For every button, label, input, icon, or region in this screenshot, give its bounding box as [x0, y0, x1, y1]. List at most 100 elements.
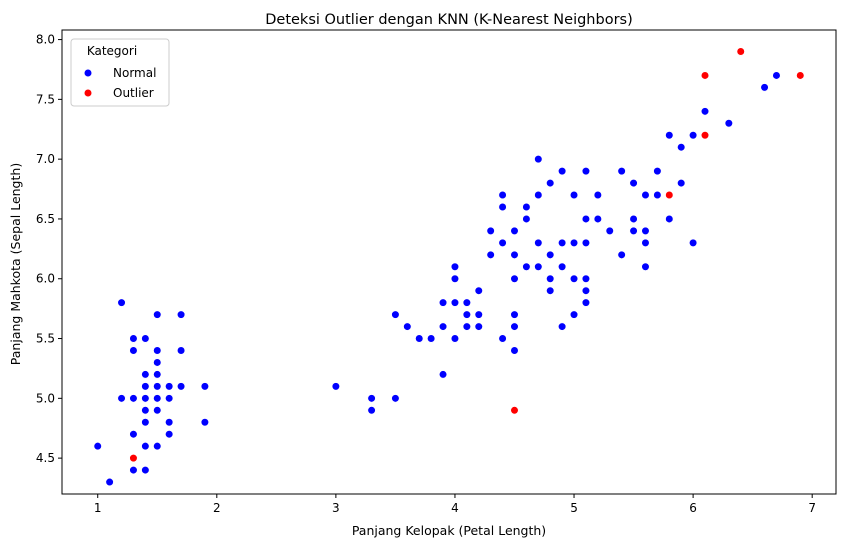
normal-point — [450, 298, 460, 307]
y-axis-label: Panjang Mahkota (Sepal Length) — [8, 163, 23, 365]
normal-point — [438, 370, 448, 379]
y-tick-label: 6.0 — [36, 272, 55, 286]
normal-point — [153, 394, 162, 403]
normal-point — [165, 382, 174, 391]
normal-point — [403, 322, 412, 331]
legend: Kategori Normal Outlier — [70, 38, 170, 107]
normal-point — [534, 262, 543, 271]
y-tick-label: 5.0 — [36, 391, 55, 405]
normal-point — [653, 167, 662, 176]
normal-point — [677, 143, 686, 152]
normal-point — [581, 274, 591, 283]
normal-point — [522, 202, 531, 212]
normal-point — [629, 214, 638, 224]
normal-point — [153, 370, 162, 379]
normal-point — [760, 83, 769, 92]
normal-point — [450, 274, 460, 283]
normal-point — [141, 465, 150, 475]
normal-point — [200, 382, 209, 391]
normal-point — [546, 286, 555, 295]
normal-point — [117, 394, 126, 403]
normal-point — [153, 382, 162, 391]
plot-frame — [61, 29, 837, 495]
normal-point — [641, 238, 650, 247]
y-tick-label: 6.5 — [36, 212, 55, 226]
normal-point — [772, 71, 781, 80]
normal-point — [391, 394, 400, 403]
outlier-point — [129, 454, 138, 463]
x-axis: 1 2 3 4 5 6 7 — [94, 494, 816, 515]
normal-point — [641, 262, 650, 271]
normal-point — [438, 322, 448, 331]
normal-point — [141, 406, 150, 415]
normal-point — [522, 262, 531, 271]
normal-point — [141, 418, 150, 427]
normal-point — [677, 178, 686, 188]
normal-point — [486, 226, 495, 236]
y-tick-label: 8.0 — [36, 33, 55, 47]
normal-point — [176, 310, 186, 319]
normal-point — [641, 190, 650, 200]
normal-point — [510, 226, 519, 236]
normal-point — [510, 274, 519, 283]
normal-point — [629, 178, 638, 188]
normal-point — [153, 442, 162, 451]
legend-title: Kategori — [87, 44, 137, 58]
normal-point — [165, 394, 174, 403]
y-tick-label: 7.0 — [36, 152, 55, 166]
normal-point — [593, 214, 602, 224]
normal-point — [462, 298, 471, 307]
normal-point — [153, 406, 162, 415]
normal-point — [200, 418, 209, 427]
normal-point — [498, 190, 507, 200]
legend-marker — [83, 68, 93, 78]
x-tick-label: 5 — [570, 501, 578, 515]
normal-point — [653, 190, 662, 200]
x-tick-label: 4 — [451, 501, 459, 515]
normal-point — [641, 226, 650, 236]
normal-point — [665, 131, 674, 140]
legend-box — [70, 38, 170, 107]
normal-point — [141, 442, 150, 451]
normal-point — [474, 286, 483, 295]
normal-point — [558, 262, 567, 271]
legend-label: Normal — [113, 66, 156, 80]
normal-point — [581, 167, 591, 176]
normal-point — [176, 346, 186, 355]
x-tick-label: 6 — [689, 501, 697, 515]
normal-point — [665, 214, 674, 224]
normal-point — [617, 250, 626, 259]
normal-point — [105, 477, 114, 487]
outlier-point — [796, 71, 805, 80]
chart-title: Deteksi Outlier dengan KNN (K-Nearest Ne… — [265, 12, 633, 28]
normal-point — [546, 178, 555, 188]
outlier-point — [665, 190, 674, 200]
normal-point — [558, 322, 567, 331]
normal-point — [153, 358, 162, 367]
normal-point — [629, 226, 638, 236]
normal-point — [331, 382, 340, 391]
y-tick-label: 5.5 — [36, 332, 55, 346]
x-tick-label: 7 — [808, 501, 816, 515]
normal-point — [474, 310, 483, 319]
normal-point — [153, 310, 162, 319]
normal-point — [129, 430, 138, 439]
normal-point — [510, 322, 519, 331]
normal-point — [498, 238, 507, 247]
normal-point — [534, 238, 543, 247]
normal-point — [558, 167, 567, 176]
normal-point — [724, 119, 733, 128]
normal-point — [498, 334, 507, 343]
y-tick-label: 7.5 — [36, 92, 55, 106]
normal-point — [498, 202, 507, 212]
normal-point — [415, 334, 424, 343]
normal-point — [176, 382, 186, 391]
normal-point — [129, 346, 138, 355]
x-tick-label: 3 — [332, 501, 340, 515]
normal-point — [486, 250, 495, 259]
normal-point — [700, 107, 710, 116]
normal-point — [165, 418, 174, 427]
normal-point — [153, 346, 162, 355]
normal-point — [141, 334, 150, 343]
